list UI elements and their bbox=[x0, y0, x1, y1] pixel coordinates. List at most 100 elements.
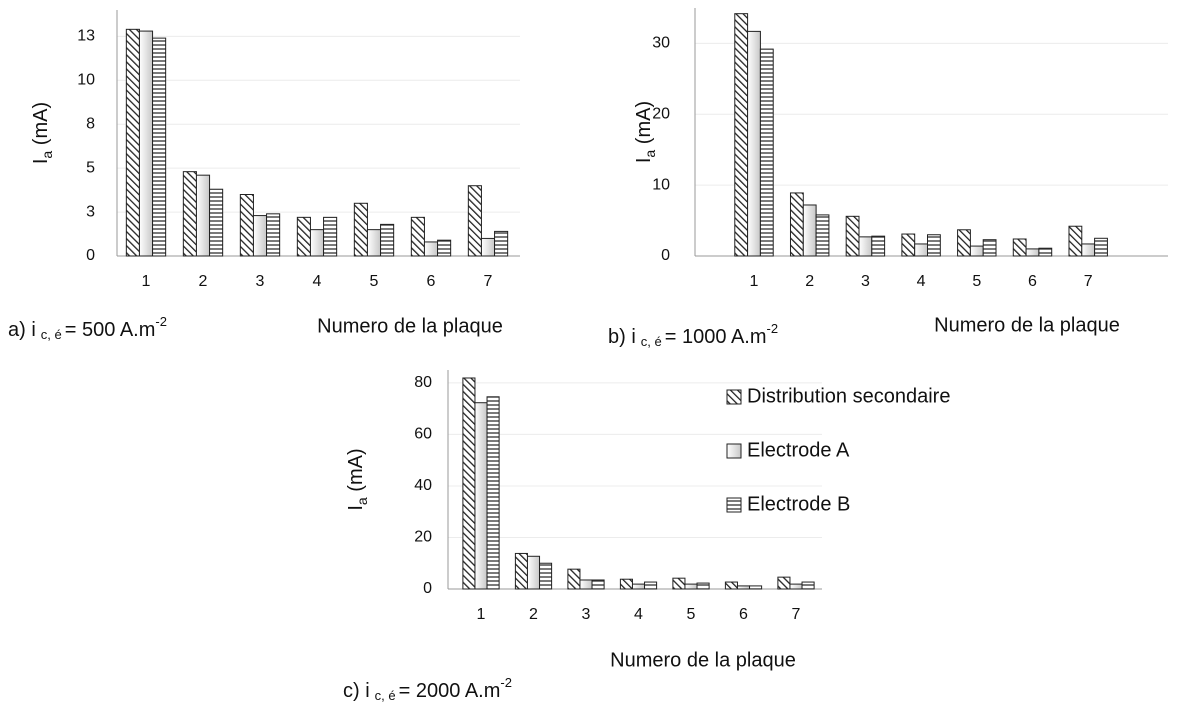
legend-label: Distribution secondaire bbox=[747, 385, 950, 407]
bar bbox=[138, 30, 154, 257]
y-tick-label: 13 bbox=[77, 28, 95, 45]
bar bbox=[914, 243, 929, 257]
caption-sup: -2 bbox=[767, 321, 779, 336]
y-tick-label: 20 bbox=[414, 529, 432, 546]
y-axis-label: Ia (mA) bbox=[633, 101, 657, 163]
bar bbox=[1094, 237, 1108, 257]
bar bbox=[777, 576, 791, 590]
y-tick-label: 5 bbox=[86, 159, 95, 176]
y-label-rest: (mA) bbox=[30, 102, 52, 151]
bar bbox=[969, 245, 984, 257]
bar bbox=[749, 585, 763, 590]
y-tick-label: 60 bbox=[414, 426, 432, 443]
bar bbox=[845, 215, 860, 257]
x-tick-label: 4 bbox=[313, 273, 322, 290]
bar bbox=[309, 229, 325, 257]
bar bbox=[514, 552, 528, 590]
bar bbox=[982, 239, 997, 257]
bar bbox=[644, 581, 658, 590]
bar bbox=[579, 579, 593, 590]
caption-sub: c, é bbox=[641, 334, 662, 349]
bar bbox=[480, 237, 496, 257]
bar bbox=[801, 581, 815, 590]
bar bbox=[182, 171, 197, 257]
bar bbox=[591, 579, 605, 590]
y-label-sub: a bbox=[39, 151, 55, 159]
chart: 0 10 20 30 1 2 3 4 5 6 7 Ia (mA) Numero de la plaque… bbox=[608, 8, 1168, 349]
x-tick-label: 5 bbox=[972, 273, 981, 290]
bar bbox=[789, 192, 804, 257]
x-tick-label: 4 bbox=[917, 273, 926, 290]
x-tick-label: 6 bbox=[1028, 273, 1037, 290]
x-tick-label: 2 bbox=[805, 273, 814, 290]
bar bbox=[296, 216, 311, 257]
x-tick-label: 3 bbox=[861, 273, 870, 290]
bar bbox=[901, 233, 916, 257]
bar bbox=[474, 402, 488, 590]
x-axis-label: Numero de la plaque bbox=[934, 314, 1120, 336]
caption: b) i c, é = 1000 A.m-2 bbox=[608, 321, 778, 349]
bar bbox=[462, 377, 476, 590]
caption-sup: -2 bbox=[155, 314, 167, 329]
bar bbox=[734, 13, 749, 257]
caption-sub: c, é bbox=[375, 688, 396, 703]
x-tick-label: 6 bbox=[739, 606, 748, 623]
y-tick-label: 0 bbox=[661, 247, 670, 264]
y-label-main: I bbox=[345, 505, 367, 511]
y-tick-label: 3 bbox=[86, 203, 95, 220]
y-tick-label: 10 bbox=[77, 72, 95, 89]
bar bbox=[802, 204, 817, 257]
x-tick-label: 5 bbox=[687, 606, 696, 623]
bar bbox=[437, 239, 452, 257]
y-label-rest: (mA) bbox=[633, 101, 655, 150]
caption-main: = 1000 A.m bbox=[665, 326, 767, 348]
bar bbox=[486, 396, 500, 590]
x-tick-label: 2 bbox=[199, 273, 208, 290]
x-axis-label: Numero de la plaque bbox=[317, 315, 503, 337]
bar bbox=[323, 216, 338, 257]
bar bbox=[1012, 238, 1027, 257]
y-axis-label: Ia (mA) bbox=[345, 448, 369, 510]
legend-label: Electrode B bbox=[747, 493, 850, 515]
legend-swatch bbox=[726, 443, 742, 459]
x-tick-label: 4 bbox=[634, 606, 643, 623]
bar bbox=[1025, 248, 1040, 257]
caption: a) i c, é = 500 A.m-2 bbox=[8, 314, 167, 342]
y-axis-label: Ia (mA) bbox=[30, 102, 54, 164]
x-tick-label: 2 bbox=[529, 606, 538, 623]
bar bbox=[724, 581, 738, 590]
caption-prefix: b) i bbox=[608, 326, 636, 348]
y-tick-label: 40 bbox=[414, 477, 432, 494]
bar bbox=[672, 577, 686, 590]
bar bbox=[252, 215, 268, 257]
x-tick-label: 3 bbox=[256, 273, 265, 290]
bar bbox=[423, 241, 439, 257]
caption-prefix: c) i bbox=[343, 680, 370, 702]
bar bbox=[380, 223, 395, 257]
x-tick-label: 6 bbox=[427, 273, 436, 290]
x-tick-label: 7 bbox=[1084, 273, 1093, 290]
bar bbox=[410, 216, 425, 257]
y-tick-label: 30 bbox=[652, 35, 670, 52]
x-tick-label: 3 bbox=[582, 606, 591, 623]
bar bbox=[736, 585, 751, 590]
caption: c) i c, é = 2000 A.m-2 bbox=[343, 675, 512, 703]
bar bbox=[747, 30, 761, 257]
bar bbox=[195, 174, 211, 257]
bar bbox=[858, 236, 873, 257]
x-axis-label: Numero de la plaque bbox=[610, 649, 796, 671]
bar bbox=[266, 213, 281, 257]
y-label-sub: a bbox=[642, 150, 658, 158]
bar bbox=[353, 202, 368, 257]
bar bbox=[696, 582, 710, 590]
chart: 0 3 5 8 10 13 1 2 3 4 5 6 7 Ia (mA) Numero de la plaqu… bbox=[8, 10, 520, 342]
caption-sup: -2 bbox=[500, 675, 512, 690]
y-label-main: I bbox=[30, 159, 52, 165]
x-tick-label: 7 bbox=[792, 606, 801, 623]
bar bbox=[539, 562, 553, 590]
bar bbox=[152, 37, 167, 257]
y-label-main: I bbox=[633, 158, 655, 164]
bar bbox=[467, 185, 482, 257]
legend-label: Electrode A bbox=[747, 439, 850, 461]
bar bbox=[239, 194, 254, 257]
